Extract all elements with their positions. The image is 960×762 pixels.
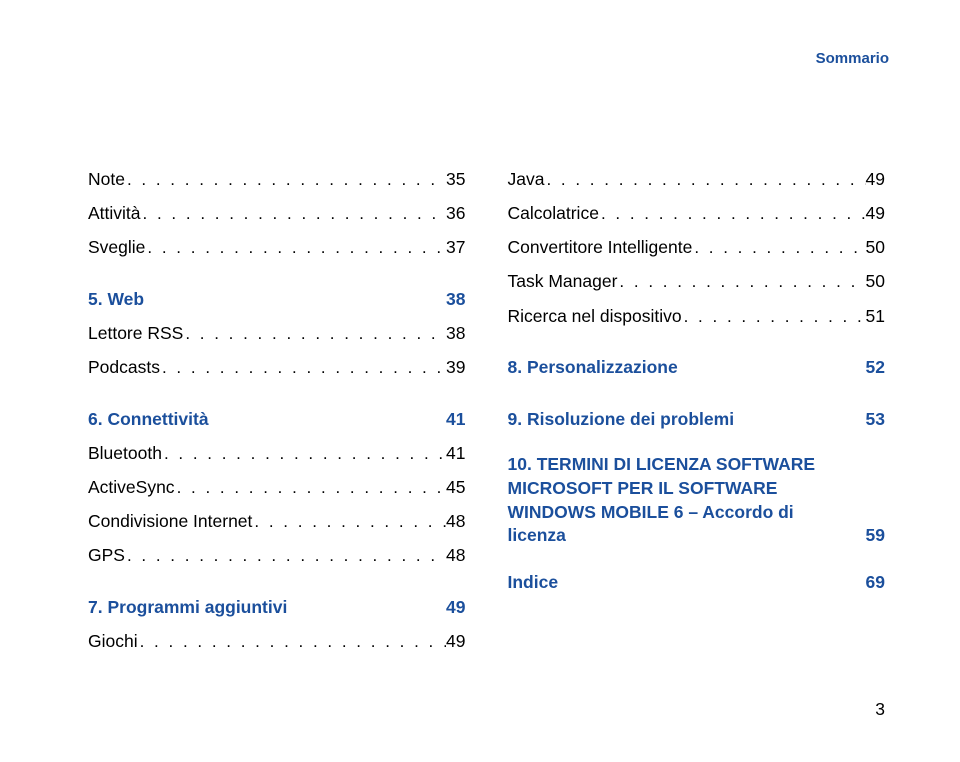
header-title: Sommario	[88, 50, 889, 67]
toc-section: Indice 69	[508, 565, 886, 599]
toc-item: Convertitore Intelligente. . . . . . . .…	[508, 230, 886, 264]
toc-leader-dots: . . . . . . . . . . . . . . . . . . . . …	[617, 265, 865, 298]
toc-item-label: Lettore RSS	[88, 316, 183, 350]
toc-column-left: Note. . . . . . . . . . . . . . . . . . …	[88, 162, 466, 658]
toc-item: Bluetooth. . . . . . . . . . . . . . . .…	[88, 436, 466, 470]
toc-leader-dots: . . . . . . . . . . . . . . . . . . . . …	[125, 539, 446, 572]
toc-item-page: 49	[446, 624, 465, 658]
toc-item-label: Convertitore Intelligente	[508, 230, 693, 264]
toc-item: Giochi. . . . . . . . . . . . . . . . . …	[88, 624, 466, 658]
toc-section-page: 52	[866, 350, 885, 384]
toc-section-label: 9. Risoluzione dei problemi	[508, 402, 735, 436]
toc-section: 7. Programmi aggiuntivi 49	[88, 590, 466, 624]
toc-leader-dots: . . . . . . . . . . . . . . . . . . . . …	[160, 351, 446, 384]
toc-item-page: 38	[446, 316, 465, 350]
toc-item: Lettore RSS. . . . . . . . . . . . . . .…	[88, 316, 466, 350]
toc-section-label: 5. Web	[88, 282, 144, 316]
toc-item: ActiveSync. . . . . . . . . . . . . . . …	[88, 470, 466, 504]
toc-item: Condivisione Internet. . . . . . . . . .…	[88, 504, 466, 538]
toc-item-label: Task Manager	[508, 264, 618, 298]
toc-item-page: 36	[446, 196, 465, 230]
toc-leader-dots: . . . . . . . . . . . . . . . . . . . . …	[599, 197, 866, 230]
toc-leader-dots: . . . . . . . . . . . . . . . . . . . . …	[141, 197, 447, 230]
toc-item-page: 50	[866, 264, 885, 298]
toc-item-label: GPS	[88, 538, 125, 572]
toc-columns: Note. . . . . . . . . . . . . . . . . . …	[88, 162, 885, 658]
toc-section-label: 8. Personalizzazione	[508, 350, 678, 384]
toc-item-page: 50	[866, 230, 885, 264]
toc-item-label: Attività	[88, 196, 141, 230]
toc-item-page: 49	[866, 162, 885, 196]
toc-item-label: Podcasts	[88, 350, 160, 384]
toc-section-label: 6. Connettività	[88, 402, 209, 436]
toc-section-page: 59	[866, 524, 885, 548]
toc-item: Podcasts. . . . . . . . . . . . . . . . …	[88, 350, 466, 384]
toc-item-page: 51	[866, 299, 885, 333]
toc-section: 10. TERMINI DI LICENZA SOFTWARE MICROSOF…	[508, 453, 886, 548]
toc-item: Attività. . . . . . . . . . . . . . . . …	[88, 196, 466, 230]
toc-item-label: Java	[508, 162, 545, 196]
toc-item-label: Calcolatrice	[508, 196, 599, 230]
toc-item-label: ActiveSync	[88, 470, 175, 504]
toc-leader-dots: . . . . . . . . . . . . . . . . . . . . …	[162, 437, 446, 470]
toc-section: 6. Connettività 41	[88, 402, 466, 436]
toc-column-right: Java. . . . . . . . . . . . . . . . . . …	[508, 162, 886, 658]
toc-item-page: 49	[866, 196, 885, 230]
toc-leader-dots: . . . . . . . . . . . . . . . . . . . . …	[692, 231, 865, 264]
toc-item-label: Bluetooth	[88, 436, 162, 470]
toc-leader-dots: . . . . . . . . . . . . . . . . . . . . …	[544, 163, 865, 196]
toc-leader-dots: . . . . . . . . . . . . . . . . . . . . …	[138, 625, 446, 658]
toc-section-page: 53	[866, 402, 885, 436]
toc-section-page: 38	[446, 282, 465, 316]
toc-item-label: Sveglie	[88, 230, 145, 264]
toc-section: 8. Personalizzazione 52	[508, 350, 886, 384]
toc-item-label: Note	[88, 162, 125, 196]
toc-section-label: Indice	[508, 565, 559, 599]
toc-item-label: Condivisione Internet	[88, 504, 252, 538]
toc-section-page: 41	[446, 402, 465, 436]
toc-item-label: Ricerca nel dispositivo	[508, 299, 682, 333]
toc-item: Ricerca nel dispositivo. . . . . . . . .…	[508, 299, 886, 333]
toc-leader-dots: . . . . . . . . . . . . . . . . . . . . …	[183, 317, 446, 350]
toc-item: Calcolatrice. . . . . . . . . . . . . . …	[508, 196, 886, 230]
toc-item: GPS. . . . . . . . . . . . . . . . . . .…	[88, 538, 466, 572]
toc-section-page: 69	[866, 565, 885, 599]
toc-item-page: 48	[446, 538, 465, 572]
toc-leader-dots: . . . . . . . . . . . . . . . . . . . . …	[145, 231, 446, 264]
toc-item-page: 48	[446, 504, 465, 538]
toc-item-label: Giochi	[88, 624, 138, 658]
toc-section-page: 49	[446, 590, 465, 624]
toc-section-label: 7. Programmi aggiuntivi	[88, 590, 287, 624]
toc-item-page: 45	[446, 470, 465, 504]
toc-leader-dots: . . . . . . . . . . . . . . . . . . . . …	[682, 300, 866, 333]
page-number: 3	[875, 699, 885, 720]
toc-section: 5. Web 38	[88, 282, 466, 316]
toc-item-page: 37	[446, 230, 465, 264]
toc-item-page: 41	[446, 436, 465, 470]
toc-section: 9. Risoluzione dei problemi 53	[508, 402, 886, 436]
toc-item: Note. . . . . . . . . . . . . . . . . . …	[88, 162, 466, 196]
toc-section-label: 10. TERMINI DI LICENZA SOFTWARE MICROSOF…	[508, 453, 833, 548]
toc-item: Task Manager. . . . . . . . . . . . . . …	[508, 264, 886, 298]
toc-item-page: 35	[446, 162, 465, 196]
toc-leader-dots: . . . . . . . . . . . . . . . . . . . . …	[125, 163, 446, 196]
toc-item: Sveglie. . . . . . . . . . . . . . . . .…	[88, 230, 466, 264]
toc-item-page: 39	[446, 350, 465, 384]
toc-leader-dots: . . . . . . . . . . . . . . . . . . . . …	[252, 505, 446, 538]
toc-item: Java. . . . . . . . . . . . . . . . . . …	[508, 162, 886, 196]
toc-leader-dots: . . . . . . . . . . . . . . . . . . . . …	[175, 471, 446, 504]
